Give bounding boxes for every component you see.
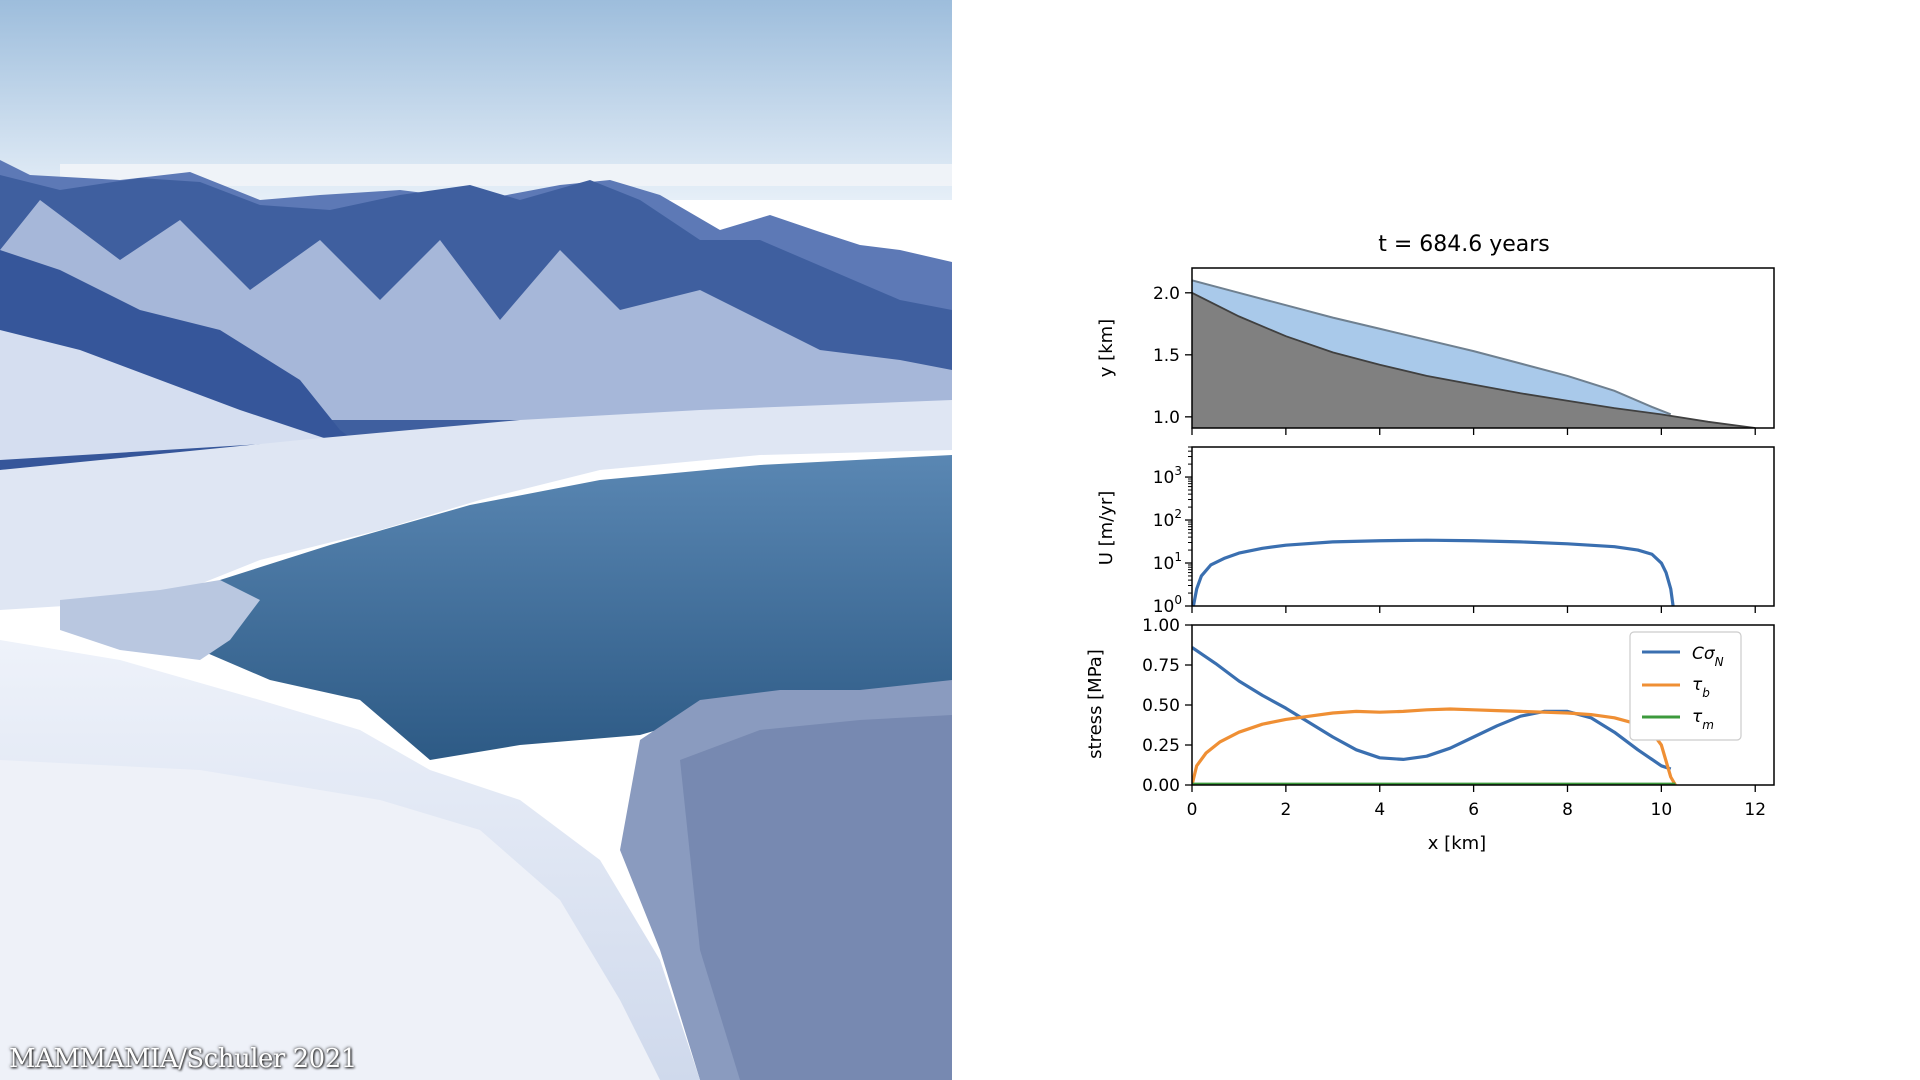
panel-geometry: 1.0 1.5 2.0	[1153, 267, 1775, 435]
x-tick-label: 2	[1280, 800, 1291, 820]
photo-credit: MAMMAMIA/Schuler 2021	[9, 1044, 357, 1074]
y-tick-label: 102	[1153, 507, 1182, 531]
glacier-photo: MAMMAMIA/Schuler 2021	[0, 0, 952, 1080]
y-tick-label: 1.00	[1142, 616, 1180, 636]
calving-front	[60, 580, 260, 660]
chart-title: t = 684.6 years	[1378, 232, 1550, 257]
left-slope-snow	[0, 330, 330, 460]
ice-body	[1192, 280, 1671, 415]
x-tick-label: 4	[1374, 800, 1385, 820]
legend-box	[1629, 631, 1742, 741]
y-tick-label: 0.50	[1142, 696, 1180, 716]
y-tick-label: 100	[1153, 593, 1182, 617]
axes-frame	[1191, 446, 1775, 607]
y-tick-label: 0.25	[1142, 736, 1180, 756]
glacier-tongue	[0, 400, 952, 610]
x-tick-label: 8	[1562, 800, 1573, 820]
panel-stress: 0 2 4 6 8 10 12 0.00 0.25 0.50 0.75 1.00	[1142, 616, 1775, 820]
y-tick-label: 101	[1153, 550, 1182, 574]
foreground-snowfield	[0, 760, 660, 1080]
y-tick-label: 2.0	[1153, 284, 1180, 304]
legend-label-c-sigma-n: CσN	[1692, 644, 1724, 669]
y-tick-label: 0.75	[1142, 656, 1180, 676]
series-line-2-0	[1192, 646, 1672, 771]
bed-line	[1192, 292, 1756, 428]
x-tick-label: 0	[1187, 800, 1198, 820]
axes-frame	[1191, 267, 1775, 429]
x-tick-label: 6	[1468, 800, 1479, 820]
y-tick-label: 103	[1153, 464, 1182, 488]
cloud-bank	[60, 164, 952, 186]
ylabel-geometry: y [km]	[1096, 319, 1117, 377]
x-tick-label: 12	[1744, 800, 1766, 820]
y-tick-label: 1.5	[1153, 346, 1180, 366]
xlabel-stress: x [km]	[1428, 833, 1486, 854]
ice-surface-line	[1192, 279, 1672, 416]
fjord-water	[160, 455, 952, 760]
legend-label-tau-m: τm	[1692, 707, 1714, 732]
moraine-texture	[680, 715, 952, 1080]
y-tick-label: 1.0	[1153, 408, 1180, 428]
panel-velocity: 100 101 102 103	[1153, 446, 1775, 617]
y-tick-label: 0.00	[1142, 776, 1180, 796]
series-line-1-0	[1192, 538, 1675, 606]
series-line-2-1	[1192, 707, 1677, 785]
bedrock	[1192, 292, 1756, 428]
legend-label-tau-b: τb	[1692, 675, 1710, 700]
x-tick-label: 10	[1651, 800, 1673, 820]
ylabel-stress: stress [MPa]	[1085, 649, 1106, 759]
ylabel-velocity: U [m/yr]	[1096, 491, 1117, 566]
legend: CσN τb τm	[1629, 631, 1742, 741]
